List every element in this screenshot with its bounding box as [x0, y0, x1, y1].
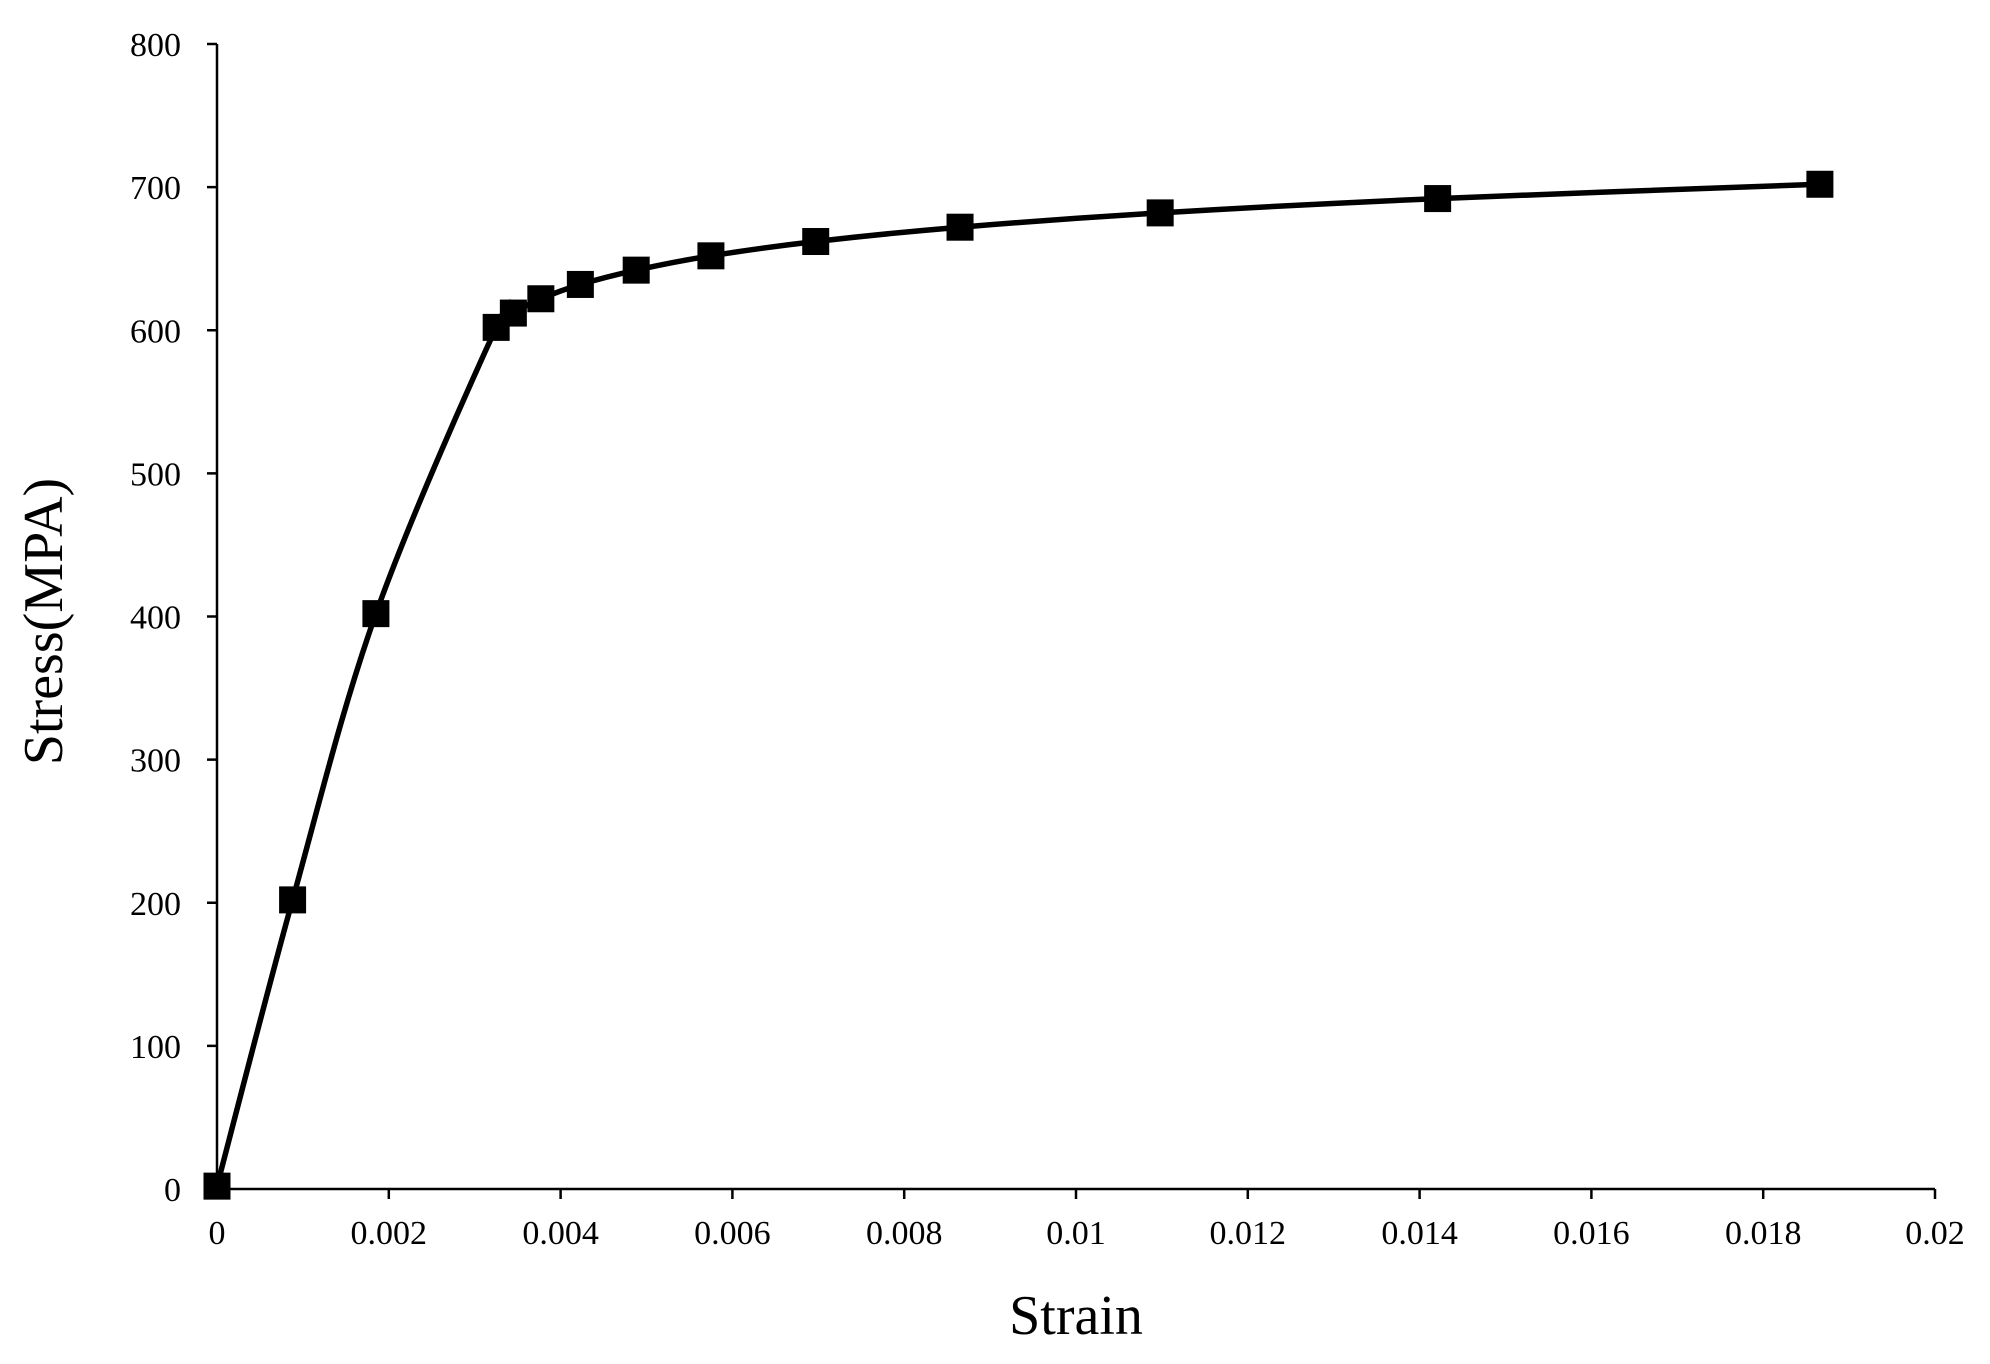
data-point: [499, 299, 527, 327]
y-tick-label: 600: [130, 313, 181, 350]
x-tick-label: 0.016: [1553, 1215, 1630, 1252]
y-tick-label: 300: [130, 743, 181, 780]
x-tick-label: 0.004: [522, 1215, 599, 1252]
series-line: [214, 181, 1823, 1189]
data-point: [279, 886, 307, 914]
x-axis: 0 0.002 0.004 0.006 0.008 0.01 0.012 0.014 0.016…: [209, 1187, 1965, 1252]
x-tick-label: 0.01: [1046, 1215, 1106, 1252]
data-point: [566, 270, 594, 298]
data-point: [1806, 170, 1834, 198]
x-tick-label: 0.014: [1381, 1215, 1458, 1252]
y-tick-label: 100: [130, 1029, 181, 1066]
y-tick-label: 200: [130, 886, 181, 923]
y-axis: 0 100 200 300 400 500 600 700 800: [130, 27, 219, 1209]
x-tick-label: 0.002: [351, 1215, 428, 1252]
x-axis-title: Strain: [1009, 1285, 1143, 1347]
x-tick-label: 0.012: [1210, 1215, 1287, 1252]
data-point: [622, 256, 650, 284]
x-tick-label: 0: [209, 1215, 226, 1252]
y-tick-label: 700: [130, 170, 181, 207]
plot-area: [203, 170, 1834, 1200]
x-tick-label: 0.008: [866, 1215, 943, 1252]
data-point: [362, 600, 390, 628]
data-point: [802, 228, 830, 256]
data-point: [1424, 185, 1452, 213]
y-tick-label: 500: [130, 456, 181, 493]
data-point: [203, 1172, 231, 1200]
y-axis-title: Stress(MPA): [13, 478, 75, 765]
x-tick-label: 0.006: [694, 1215, 771, 1252]
data-point: [697, 242, 725, 270]
data-point: [1146, 199, 1174, 227]
y-tick-label: 400: [130, 600, 181, 637]
x-tick-label: 0.018: [1725, 1215, 1802, 1252]
y-tick-label: 800: [130, 27, 181, 64]
data-point: [527, 285, 555, 313]
x-tick-label: 0.02: [1905, 1215, 1965, 1252]
y-tick-label: 0: [164, 1172, 181, 1209]
data-point: [946, 213, 974, 241]
